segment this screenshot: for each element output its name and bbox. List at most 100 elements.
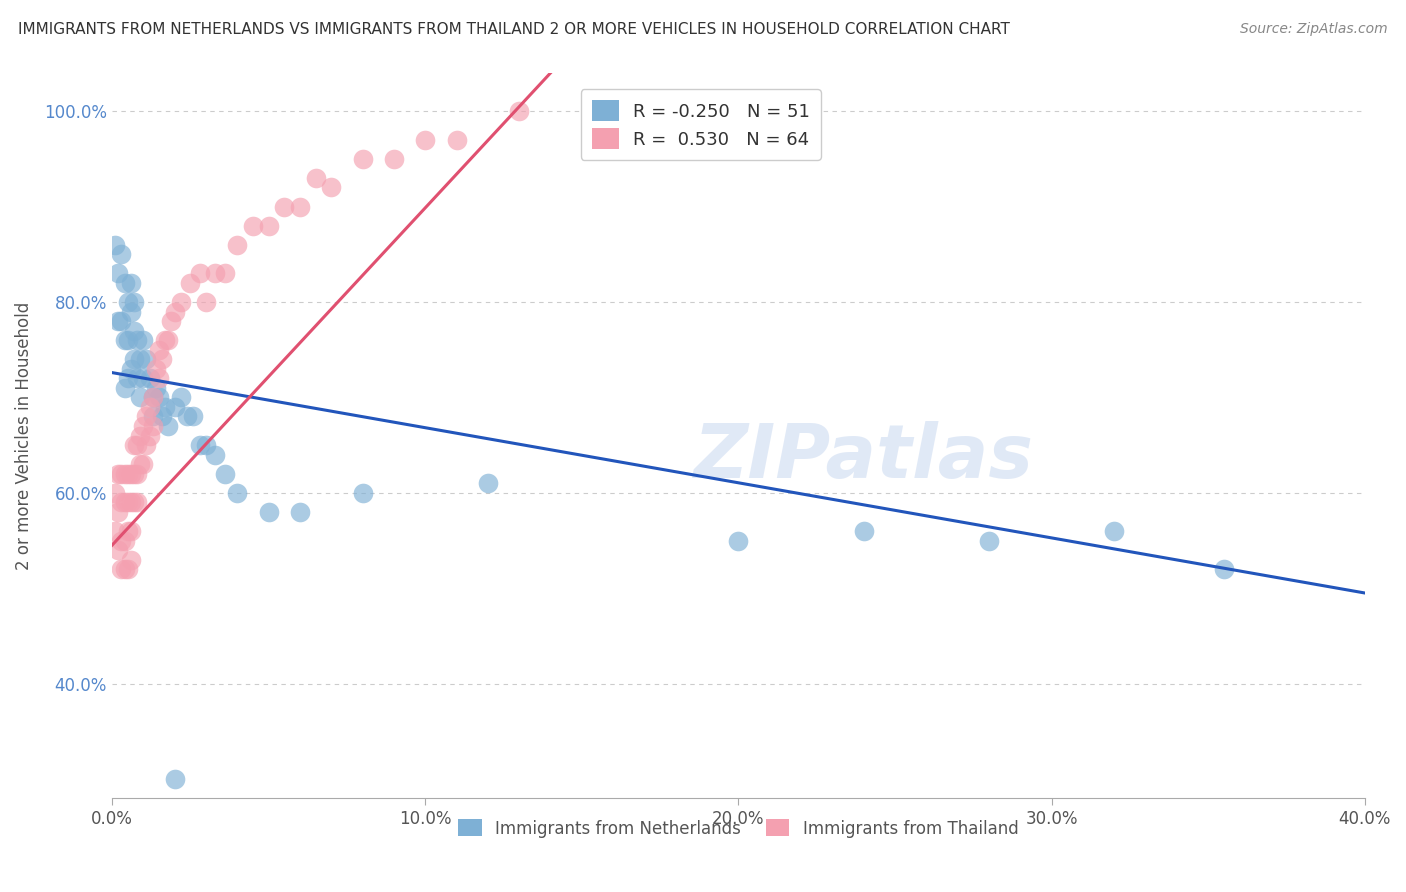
Point (125, 495, 148, 509)
Point (163, 400, 186, 414)
Point (120, 361, 142, 376)
Point (977, 533, 1000, 548)
Point (148, 343, 170, 357)
Point (157, 419, 180, 434)
Point (150, 352, 173, 367)
Point (122, 352, 145, 367)
Point (288, 200, 311, 214)
Point (179, 276, 201, 290)
Point (114, 381, 136, 395)
Point (138, 371, 160, 385)
Point (176, 409, 198, 424)
Point (194, 438, 217, 452)
Point (110, 533, 132, 548)
Point (110, 314, 132, 328)
Point (114, 533, 136, 548)
Point (142, 419, 165, 434)
Point (120, 467, 142, 481)
Point (382, 152, 405, 166)
Point (114, 276, 136, 290)
Point (321, 180, 343, 194)
Point (129, 391, 152, 405)
Point (257, 505, 280, 519)
Point (727, 533, 749, 548)
Point (117, 295, 139, 310)
Legend: Immigrants from Netherlands, Immigrants from Thailand: Immigrants from Netherlands, Immigrants … (451, 813, 1025, 844)
Point (135, 409, 157, 424)
Point (155, 333, 177, 347)
Point (135, 438, 157, 452)
Point (163, 304, 186, 318)
Point (413, 133, 436, 147)
Point (125, 371, 148, 385)
Point (104, 524, 127, 538)
Point (170, 295, 193, 310)
Point (107, 266, 129, 280)
Point (117, 333, 139, 347)
Point (117, 562, 139, 576)
Point (852, 524, 875, 538)
Point (122, 438, 145, 452)
Point (352, 485, 374, 500)
Point (508, 104, 530, 119)
Point (352, 152, 374, 166)
Point (129, 352, 152, 367)
Point (188, 438, 211, 452)
Point (135, 352, 157, 367)
Point (226, 237, 249, 252)
Point (132, 419, 155, 434)
Point (104, 237, 127, 252)
Text: Source: ZipAtlas.com: Source: ZipAtlas.com (1240, 22, 1388, 37)
Point (183, 409, 205, 424)
Point (142, 391, 165, 405)
Point (129, 457, 152, 471)
Point (160, 314, 183, 328)
Point (273, 200, 295, 214)
Point (145, 381, 167, 395)
Text: ZIPatlas: ZIPatlas (693, 421, 1033, 494)
Point (110, 562, 132, 576)
Point (104, 485, 127, 500)
Point (125, 438, 148, 452)
Point (145, 361, 167, 376)
Point (288, 505, 311, 519)
Point (117, 495, 139, 509)
Point (120, 524, 142, 538)
Point (214, 467, 236, 481)
Point (150, 409, 173, 424)
Point (120, 304, 142, 318)
Point (122, 324, 145, 338)
Point (125, 333, 148, 347)
Point (148, 391, 170, 405)
Point (155, 400, 177, 414)
Point (114, 333, 136, 347)
Point (114, 495, 136, 509)
Point (129, 428, 152, 442)
Point (226, 485, 249, 500)
Point (157, 333, 180, 347)
Point (117, 467, 139, 481)
Point (125, 467, 148, 481)
Point (132, 333, 155, 347)
Point (188, 266, 211, 280)
Point (122, 295, 145, 310)
Point (120, 276, 142, 290)
Point (446, 133, 468, 147)
Point (107, 467, 129, 481)
Point (242, 219, 264, 233)
Point (117, 524, 139, 538)
Point (204, 448, 226, 462)
Point (257, 219, 280, 233)
Point (142, 391, 165, 405)
Point (132, 371, 155, 385)
Point (117, 371, 139, 385)
Point (1102, 524, 1125, 538)
Point (204, 266, 226, 280)
Point (110, 247, 132, 261)
Point (132, 457, 155, 471)
Point (120, 552, 142, 566)
Point (214, 266, 236, 280)
Point (477, 476, 499, 491)
Point (304, 170, 326, 185)
Y-axis label: 2 or more Vehicles in Household: 2 or more Vehicles in Household (15, 301, 32, 570)
